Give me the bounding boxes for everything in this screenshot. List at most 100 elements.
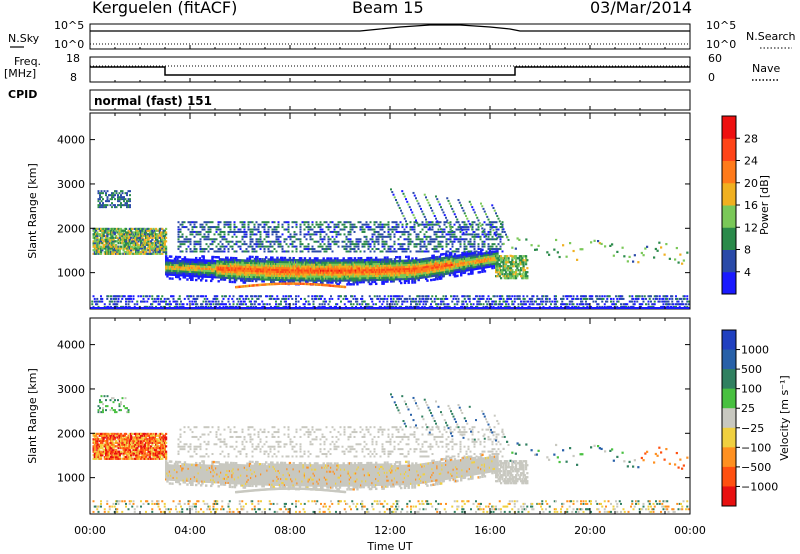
- power-cell: [327, 223, 330, 226]
- power-cell: [350, 259, 353, 262]
- power-cell: [270, 276, 273, 279]
- power-cell: [203, 238, 206, 241]
- power-cell: [217, 256, 220, 259]
- power-cell: [259, 233, 262, 236]
- power-cell: [189, 223, 192, 226]
- power-cell: [480, 224, 482, 227]
- power-cell: [309, 228, 312, 231]
- power-cell: [311, 275, 314, 278]
- power-cell: [361, 264, 364, 268]
- power-cell: [237, 265, 240, 268]
- power-cell: [165, 269, 168, 272]
- power-cell: [298, 271, 302, 274]
- power-cell: [177, 273, 180, 277]
- power-cell: [433, 214, 436, 217]
- power-cell: [205, 275, 208, 278]
- power-cell: [369, 250, 372, 253]
- power-cell: [371, 233, 374, 236]
- power-cell: [201, 250, 204, 253]
- power-cell: [491, 221, 494, 224]
- power-cell: [349, 228, 352, 231]
- power-cell: [315, 263, 318, 266]
- power-cell: [207, 238, 210, 241]
- power-cell: [281, 245, 284, 248]
- power-cell: [335, 263, 338, 266]
- power-cell: [363, 270, 367, 274]
- power-cell: [363, 258, 367, 262]
- power-cell: [355, 265, 358, 268]
- power-cell: [218, 260, 222, 263]
- power-cell: [463, 212, 466, 215]
- power-cell: [357, 265, 360, 268]
- power-cell: [248, 267, 252, 270]
- power-cell: [325, 273, 328, 276]
- power-cell: [469, 238, 472, 241]
- power-cell: [293, 245, 296, 248]
- power-cell: [352, 275, 355, 278]
- power-cell: [307, 250, 310, 253]
- power-cell: [358, 279, 362, 282]
- power-cell: [348, 257, 352, 260]
- power-cell: [326, 281, 329, 284]
- power-cell: [308, 271, 312, 274]
- power-cell: [288, 256, 292, 260]
- power-cell: [326, 279, 329, 282]
- power-cell: [301, 277, 304, 280]
- power-cell: [308, 273, 312, 276]
- power-cell: [258, 265, 262, 269]
- power-cell: [356, 269, 359, 272]
- power-cell: [251, 228, 254, 231]
- power-cell: [295, 248, 298, 251]
- power-cell: [165, 265, 168, 268]
- power-cell: [189, 230, 192, 233]
- power-cell: [282, 266, 285, 270]
- power-cell: [281, 264, 284, 268]
- power-cell: [233, 278, 237, 282]
- power-cell: [192, 274, 195, 278]
- power-cell: [186, 272, 189, 275]
- power-cell: [202, 273, 205, 276]
- power-cell: [188, 276, 192, 279]
- power-cell: [296, 273, 299, 276]
- power-cell: [223, 233, 226, 236]
- power-cell: [345, 238, 348, 241]
- power-cell: [205, 235, 208, 238]
- power-cell: [285, 243, 288, 246]
- power-cell: [267, 268, 270, 271]
- power-cell: [263, 245, 266, 248]
- power-cell: [227, 270, 230, 274]
- power-cell: [198, 259, 202, 262]
- power-cell: [377, 233, 380, 236]
- power-cell: [351, 267, 354, 270]
- power-cell: [480, 202, 482, 205]
- power-cell: [277, 238, 280, 241]
- power-cell: [233, 243, 236, 246]
- power-cell: [472, 208, 475, 211]
- power-cell: [356, 283, 359, 286]
- power-cell: [190, 264, 193, 267]
- power-cell: [331, 230, 334, 233]
- power-cell: [303, 257, 307, 260]
- power-cell: [316, 257, 319, 260]
- power-cell: [218, 258, 222, 261]
- power-cell: [220, 258, 223, 261]
- power-cell: [191, 274, 194, 278]
- power-cell: [233, 228, 236, 231]
- power-cell: [305, 281, 308, 284]
- power-cell: [439, 243, 442, 246]
- power-cell: [292, 262, 295, 266]
- power-cell: [187, 274, 190, 277]
- power-cell: [109, 204, 112, 207]
- power-cell: [176, 271, 179, 275]
- power-cell: [237, 230, 240, 233]
- power-cell: [346, 283, 349, 286]
- power-cell: [337, 263, 340, 266]
- power-cell: [192, 266, 195, 270]
- power-cell: [243, 263, 247, 266]
- power-cell: [99, 202, 101, 205]
- power-cell: [353, 273, 357, 276]
- power-cell: [287, 264, 290, 268]
- power-cell: [220, 260, 223, 263]
- power-cell: [199, 223, 202, 226]
- power-cell: [270, 274, 273, 277]
